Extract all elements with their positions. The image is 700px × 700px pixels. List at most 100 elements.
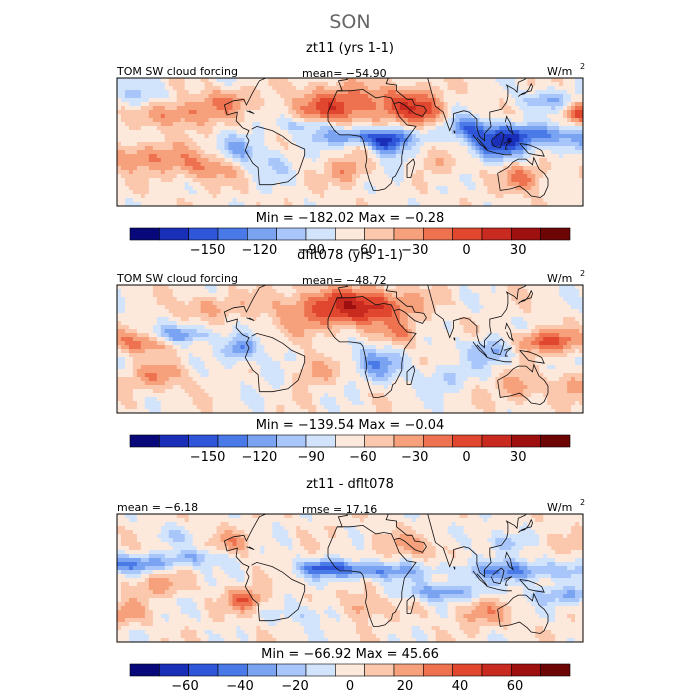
panel-center-label: rmse = 17.16 (302, 503, 377, 516)
coastline (223, 285, 267, 392)
coastline (327, 88, 417, 191)
colorbar-tick-label: 20 (397, 679, 414, 694)
colorbar-swatch (305, 227, 336, 241)
panels: zt11 (yrs 1-1) TOM SW cloud forcing mean= … (116, 41, 585, 694)
colorbar-swatch (452, 434, 483, 448)
colorbar-swatch (129, 227, 160, 241)
coastline (246, 546, 255, 550)
colorbar-tick-label: −40 (226, 679, 253, 694)
colorbar-swatch (129, 434, 160, 448)
coastline (406, 594, 416, 614)
colorbar-swatch (481, 434, 512, 448)
colorbar-tick-label: −60 (171, 679, 198, 694)
colorbar-tick-label: 60 (507, 679, 524, 694)
panel-title: dflt078 (yrs 1-1) (297, 248, 403, 263)
map-field (117, 514, 583, 642)
coastline (518, 82, 533, 97)
coastline (223, 78, 267, 185)
coastline (251, 561, 306, 622)
coastlines (223, 285, 549, 405)
map-field (117, 285, 583, 413)
colorbar-tick-label: 30 (510, 243, 527, 258)
coastline (406, 365, 416, 386)
colorbar-swatch (393, 434, 424, 448)
coastline (251, 332, 306, 393)
colorbar: −150 −120 −90 −60 −30 0 30 (129, 227, 571, 258)
colorbar-swatch (305, 663, 336, 677)
coastline (337, 78, 349, 92)
unit-exponent: 2 (580, 498, 585, 507)
coastlines (223, 78, 549, 198)
coastline (327, 295, 417, 398)
coastline (490, 567, 505, 585)
colorbar-tick-label: 0 (462, 243, 470, 258)
map-frame (116, 77, 584, 207)
colorbar-tick-label: −150 (190, 450, 226, 465)
coastline (490, 338, 505, 356)
colorbar-swatch (423, 434, 453, 448)
map-frame (116, 284, 584, 414)
panel-center-label: mean= −54.90 (302, 67, 387, 80)
coastline (453, 566, 456, 570)
map-field (117, 78, 583, 206)
colorbar-tick-label: −90 (297, 450, 324, 465)
colorbar-swatch (217, 434, 248, 448)
colorbar: −150 −120 −90 −60 −30 0 30 (129, 434, 571, 465)
colorbar-swatch (540, 434, 571, 448)
colorbar-swatch (452, 227, 483, 241)
min-max-label: Min = −66.92 Max = 45.66 (261, 647, 439, 662)
coastline (487, 357, 512, 363)
colorbar-swatch (511, 434, 541, 448)
colorbar-swatch (217, 227, 248, 241)
coastline (497, 592, 549, 634)
panel-left-label: mean = −6.18 (117, 501, 198, 514)
map-frame (116, 513, 584, 643)
colorbar-swatch (276, 663, 307, 677)
colorbar-swatch (364, 227, 395, 241)
coastline (503, 140, 513, 150)
unit-exponent: 2 (580, 62, 585, 71)
coastline (385, 285, 527, 349)
coastline (337, 285, 349, 299)
colorbar-tick-label: −60 (349, 450, 376, 465)
colorbar-swatch (511, 227, 541, 241)
panel-title: zt11 - dflt078 (306, 477, 394, 492)
coastline (519, 350, 545, 364)
panel-2: dflt078 (yrs 1-1) TOM SW cloud forcing mea… (116, 248, 585, 465)
colorbar-tick-label: 0 (462, 450, 470, 465)
panel-center-label: mean= −48.72 (302, 274, 387, 287)
colorbar-swatch (540, 663, 571, 677)
colorbar-swatch (511, 663, 541, 677)
coastline (385, 514, 527, 578)
unit-exponent: 2 (580, 269, 585, 278)
colorbar-swatch (188, 434, 219, 448)
coastline (518, 518, 533, 533)
colorbar-tick-label: −120 (242, 243, 278, 258)
coastline (453, 337, 456, 341)
colorbar-swatch (188, 663, 219, 677)
coastline (504, 322, 515, 342)
colorbar-tick-label: −30 (401, 243, 428, 258)
coastline (497, 156, 549, 198)
colorbar-swatch (159, 434, 189, 448)
colorbar-swatch (481, 663, 512, 677)
colorbar-swatch (159, 227, 189, 241)
colorbar-swatch (364, 663, 395, 677)
colorbar-swatch (305, 434, 336, 448)
colorbar-tick-label: −60 (349, 243, 376, 258)
colorbar-tick-label: 40 (452, 679, 469, 694)
coastline (490, 131, 505, 149)
season-title: SON (329, 11, 370, 33)
coastline (251, 125, 306, 186)
colorbar-swatch (452, 663, 483, 677)
panel-left-label: TOM SW cloud forcing (116, 65, 238, 78)
panel-title: zt11 (yrs 1-1) (306, 41, 394, 56)
coastline (503, 576, 513, 586)
coastline (453, 130, 456, 134)
colorbar-swatch (247, 227, 277, 241)
coastline (504, 551, 515, 571)
coastline (385, 78, 527, 142)
coastline (337, 514, 349, 528)
unit-label: W/m (547, 65, 572, 78)
